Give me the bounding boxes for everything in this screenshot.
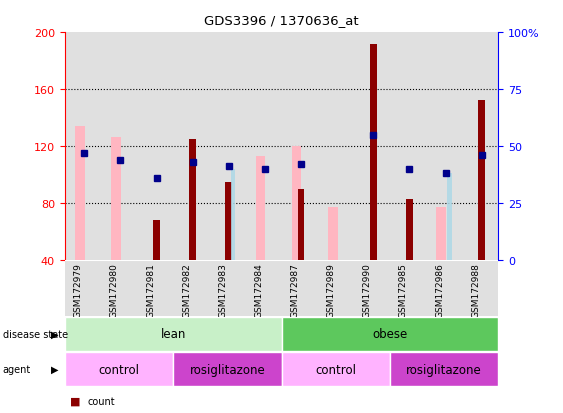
Bar: [370, 45, 377, 260]
Bar: [318, 33, 354, 260]
Bar: [173, 33, 209, 260]
Bar: [173, 352, 282, 386]
Bar: [75, 127, 84, 260]
Text: GSM172988: GSM172988: [471, 263, 480, 318]
Bar: [65, 260, 101, 316]
Bar: [478, 101, 485, 260]
Bar: [65, 317, 282, 351]
Bar: [209, 260, 245, 316]
Bar: [256, 157, 265, 260]
Bar: [189, 140, 196, 260]
Bar: [292, 147, 301, 260]
Text: GSM172987: GSM172987: [291, 263, 300, 318]
Bar: [245, 260, 282, 316]
Bar: [406, 199, 413, 260]
Bar: [111, 138, 121, 260]
Bar: [282, 260, 318, 316]
Bar: [318, 260, 354, 316]
Bar: [448, 174, 452, 260]
Text: rosiglitazone: rosiglitazone: [406, 363, 482, 376]
Bar: [390, 260, 426, 316]
Bar: [231, 169, 235, 260]
Bar: [65, 352, 173, 386]
Bar: [298, 189, 305, 260]
Bar: [436, 208, 446, 260]
Bar: [209, 33, 245, 260]
Text: GSM172986: GSM172986: [435, 263, 444, 318]
Bar: [153, 221, 160, 260]
Text: control: control: [99, 363, 140, 376]
Text: ■: ■: [70, 396, 81, 406]
Text: GSM172981: GSM172981: [146, 263, 155, 318]
Bar: [354, 33, 390, 260]
Text: count: count: [87, 396, 115, 406]
Bar: [245, 33, 282, 260]
Text: GSM172982: GSM172982: [182, 263, 191, 318]
Text: GSM172990: GSM172990: [363, 263, 372, 318]
Text: GSM172984: GSM172984: [254, 263, 263, 318]
Text: GSM172989: GSM172989: [327, 263, 336, 318]
Bar: [390, 352, 498, 386]
Text: GSM172979: GSM172979: [74, 263, 83, 318]
Bar: [462, 33, 498, 260]
Bar: [173, 260, 209, 316]
Bar: [282, 33, 318, 260]
Text: GSM172985: GSM172985: [399, 263, 408, 318]
Text: agent: agent: [3, 364, 31, 374]
Bar: [225, 182, 232, 260]
Bar: [137, 33, 173, 260]
Bar: [354, 260, 390, 316]
Text: control: control: [315, 363, 356, 376]
Bar: [101, 260, 137, 316]
Text: ▶: ▶: [51, 329, 59, 339]
Bar: [282, 352, 390, 386]
Bar: [426, 33, 462, 260]
Bar: [390, 33, 426, 260]
Bar: [282, 317, 498, 351]
Text: GSM172980: GSM172980: [110, 263, 119, 318]
Text: rosiglitazone: rosiglitazone: [189, 363, 265, 376]
Bar: [328, 208, 338, 260]
Bar: [426, 260, 462, 316]
Bar: [101, 33, 137, 260]
Bar: [137, 260, 173, 316]
Text: ▶: ▶: [51, 364, 59, 374]
Bar: [462, 260, 498, 316]
Text: GDS3396 / 1370636_at: GDS3396 / 1370636_at: [204, 14, 359, 27]
Text: lean: lean: [160, 328, 186, 341]
Text: disease state: disease state: [3, 329, 68, 339]
Bar: [65, 33, 101, 260]
Text: obese: obese: [372, 328, 408, 341]
Text: GSM172983: GSM172983: [218, 263, 227, 318]
